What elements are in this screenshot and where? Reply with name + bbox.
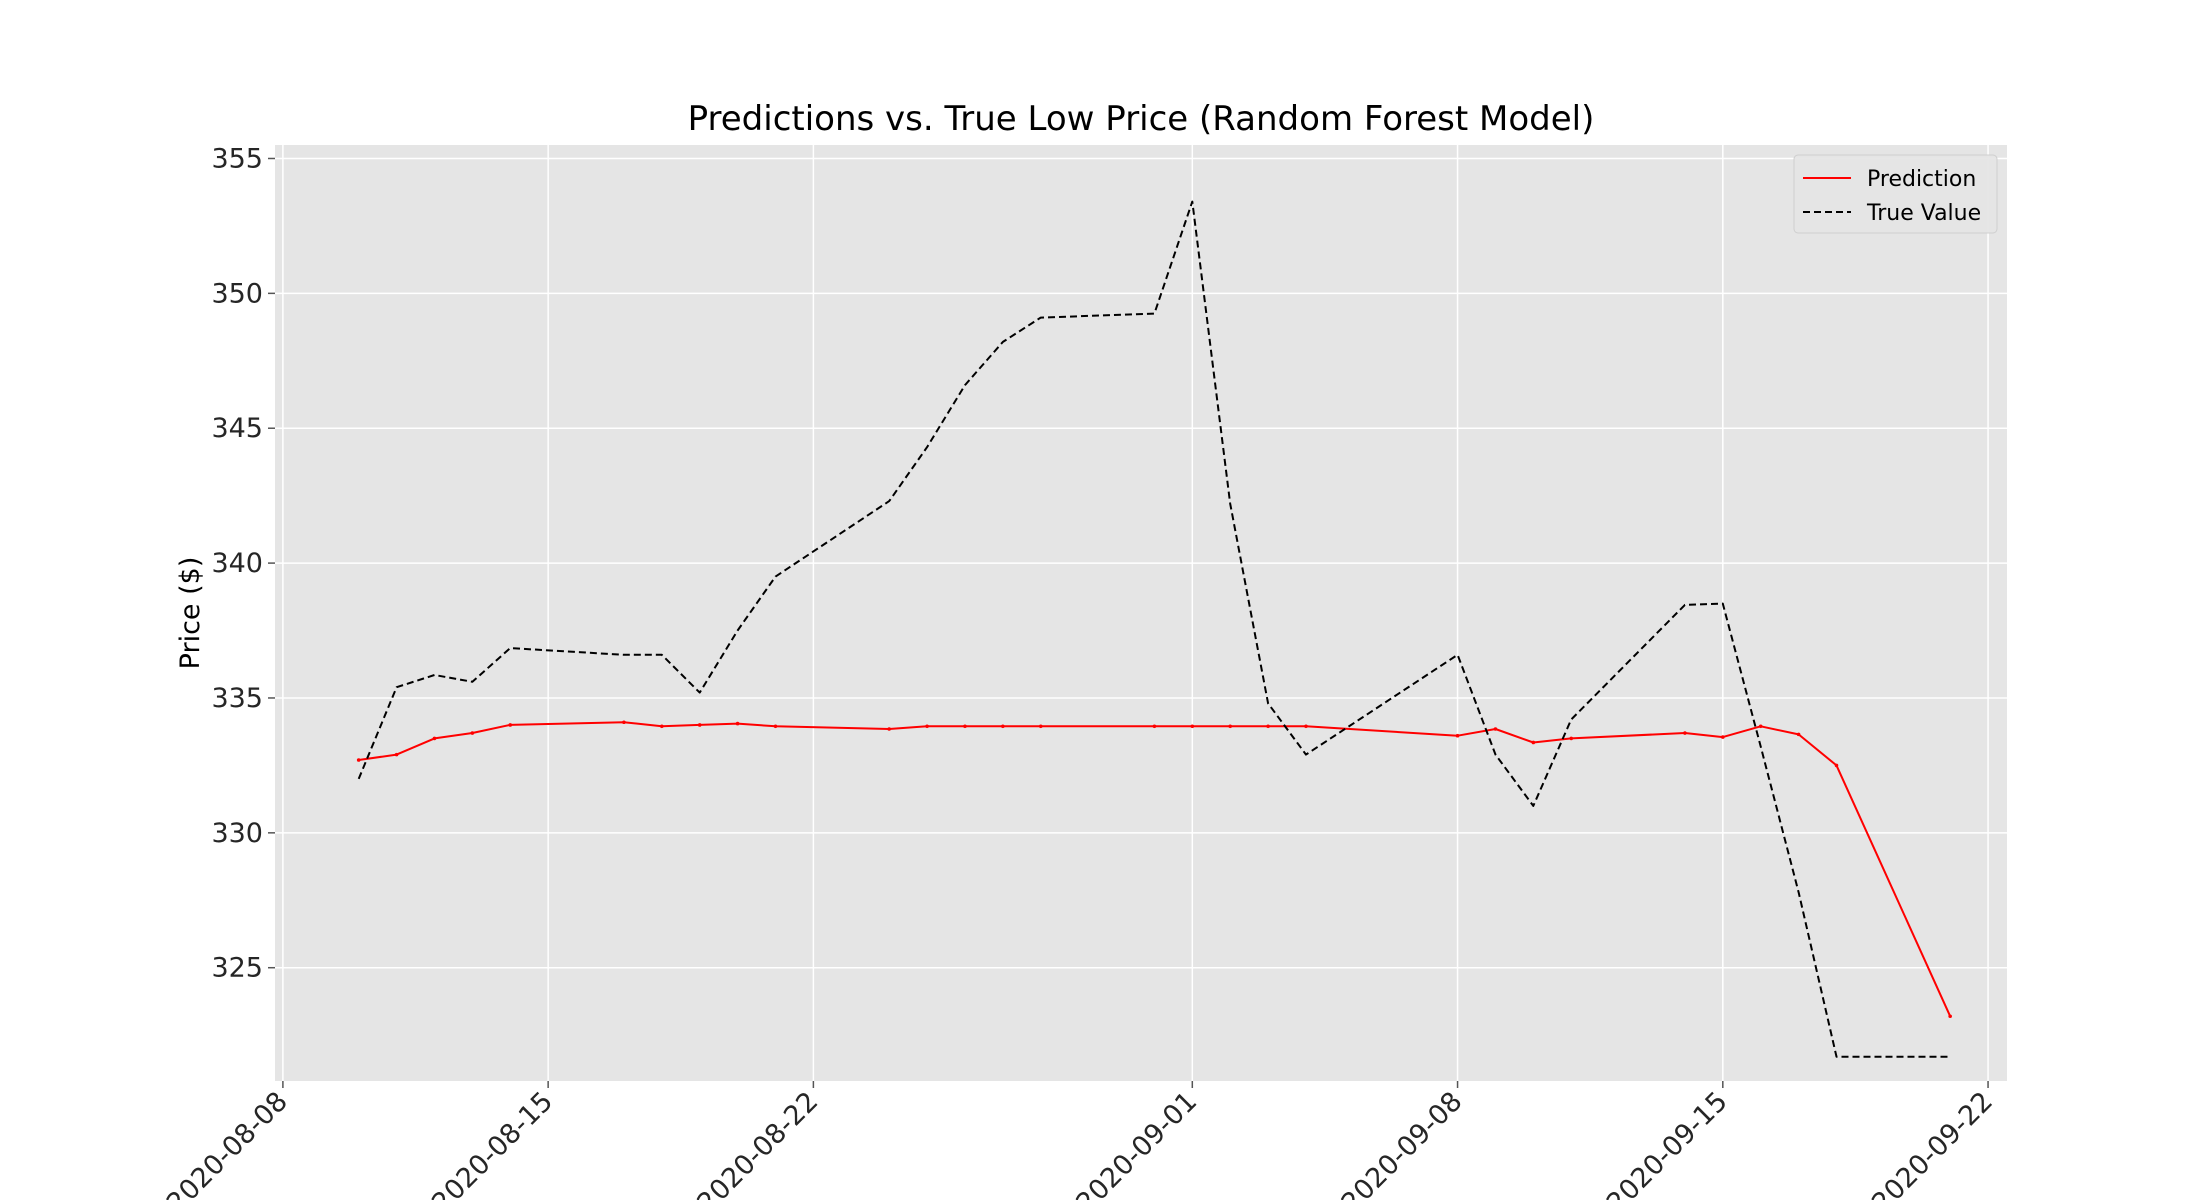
prediction-point xyxy=(735,721,740,726)
x-tick-label: 2020-08-22 xyxy=(691,1086,824,1200)
prediction-point xyxy=(622,720,626,725)
prediction-point xyxy=(1455,733,1460,738)
x-tick-label: 2020-08-15 xyxy=(426,1086,559,1200)
y-tick-label: 330 xyxy=(211,818,263,849)
prediction-point xyxy=(1152,724,1157,729)
prediction-point xyxy=(1834,763,1839,768)
prediction-point xyxy=(925,724,929,729)
x-tick-label: 2020-09-08 xyxy=(1336,1086,1469,1200)
prediction-point xyxy=(773,724,778,729)
prediction-point xyxy=(508,723,513,727)
prediction-point xyxy=(394,752,399,757)
grid xyxy=(275,145,2007,1081)
x-tick-label: 2020-09-22 xyxy=(1866,1086,1999,1200)
y-tick-label: 355 xyxy=(211,143,263,174)
prediction-point xyxy=(1001,724,1005,729)
true-value-line xyxy=(357,200,1951,1058)
x-tick-label: 2020-09-01 xyxy=(1070,1086,1203,1200)
prediction-point xyxy=(660,724,664,729)
y-tick-label: 340 xyxy=(211,548,263,579)
y-axis-label: Price ($) xyxy=(175,557,206,670)
prediction-point xyxy=(1038,724,1043,729)
chart-title: Predictions vs. True Low Price (Random F… xyxy=(688,99,1595,139)
y-tick-label: 325 xyxy=(211,953,263,984)
y-tick-label: 335 xyxy=(211,683,263,714)
prediction-point xyxy=(432,736,437,741)
legend-label: Prediction xyxy=(1867,167,1976,192)
prediction-point xyxy=(1796,732,1801,737)
prediction-point xyxy=(1266,724,1270,729)
series-lines xyxy=(356,200,1952,1058)
legend-box xyxy=(1793,154,1998,234)
prediction-point xyxy=(1569,736,1574,741)
prediction-point xyxy=(1304,724,1308,729)
plot-area xyxy=(275,145,2007,1081)
y-tick-label: 350 xyxy=(211,278,263,309)
prediction-point xyxy=(470,731,475,735)
prediction-point xyxy=(1721,735,1725,739)
prediction-point xyxy=(1758,724,1763,729)
legend-label: True Value xyxy=(1866,201,1981,226)
prediction-point xyxy=(1948,1014,1952,1019)
prediction-point xyxy=(1190,724,1195,729)
prediction-point xyxy=(1531,740,1536,745)
x-tick-label: 2020-09-15 xyxy=(1601,1086,1734,1200)
prediction-point xyxy=(356,758,361,762)
prediction-point xyxy=(1228,724,1233,729)
prediction-line xyxy=(358,721,1952,1017)
prediction-point xyxy=(1493,727,1498,731)
legend: Prediction True Value xyxy=(1793,154,1998,234)
prediction-point xyxy=(963,724,967,729)
prediction-point xyxy=(697,723,702,727)
prediction-point xyxy=(1683,731,1687,735)
prediction-point xyxy=(887,727,891,731)
y-tick-label: 345 xyxy=(211,413,263,444)
x-tick-label: 2020-08-08 xyxy=(161,1086,294,1200)
